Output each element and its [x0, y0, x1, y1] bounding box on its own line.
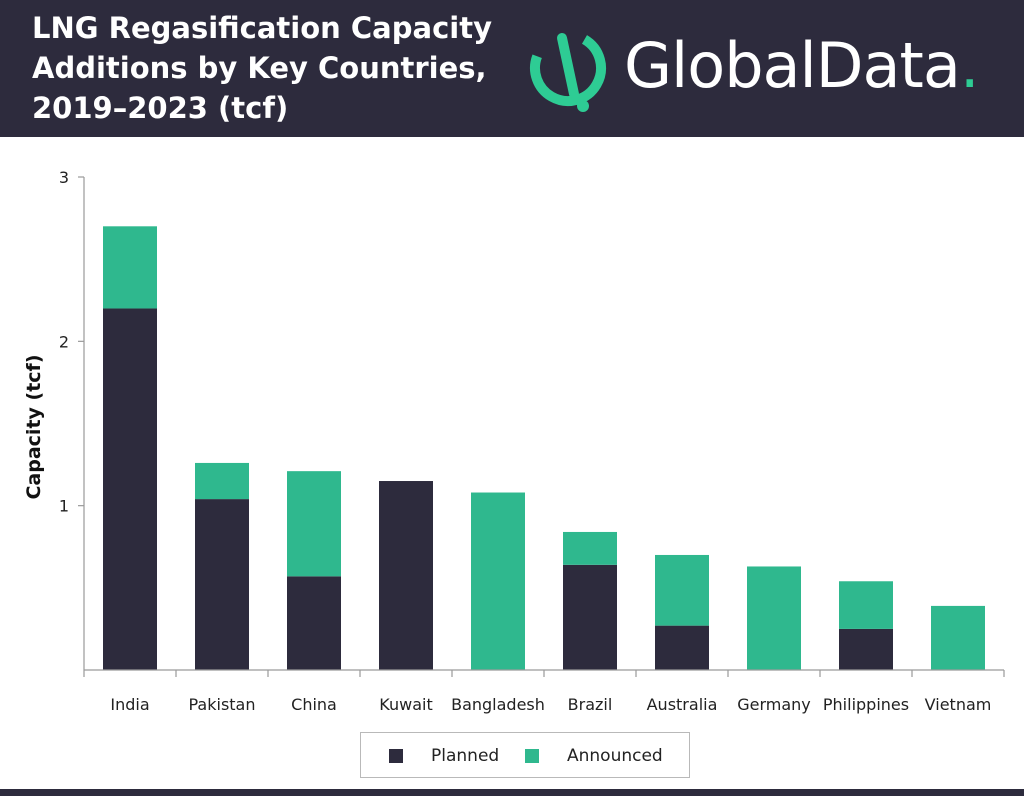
brand-dot: .	[959, 29, 980, 102]
y-tick-label: 1	[59, 497, 69, 516]
bar-announced-australia	[655, 554, 709, 626]
x-tick-label: Kuwait	[379, 695, 432, 714]
chart-title: LNG Regasification Capacity Additions by…	[32, 11, 492, 125]
bar-planned-kuwait	[379, 481, 433, 670]
legend-swatch-announced	[525, 749, 539, 763]
bar-planned-australia	[655, 625, 709, 670]
legend-item-planned: Planned	[389, 745, 499, 767]
x-tick-label: Germany	[737, 695, 811, 714]
bar-announced-india	[103, 226, 157, 309]
y-axis-label: Capacity (tcf)	[23, 354, 45, 499]
x-tick-label: India	[110, 695, 149, 714]
bar-planned-pakistan	[195, 499, 249, 670]
x-tick-label: Vietnam	[925, 695, 992, 714]
bar-planned-philippines	[839, 628, 893, 670]
bar-chart: Capacity (tcf) 1 2 3 India Pakistan China Kuwa…	[23, 168, 1005, 714]
bar-planned-brazil	[563, 564, 617, 670]
footer-bar	[0, 789, 1024, 796]
bar-announced-bangladesh	[471, 492, 525, 670]
x-tick-label: Brazil	[568, 695, 613, 714]
x-tick-label: Philippines	[823, 695, 909, 714]
x-tick-label: Australia	[647, 695, 718, 714]
bar-announced-germany	[747, 566, 801, 670]
bar-announced-brazil	[563, 531, 617, 565]
legend-label-announced: Announced	[567, 746, 663, 766]
bar-planned-india	[103, 308, 157, 670]
globaldata-logo-icon	[530, 30, 606, 112]
logo-wordmark: GlobalData.	[624, 26, 980, 106]
legend-label-planned: Planned	[431, 746, 500, 766]
legend-swatch-planned	[389, 749, 403, 763]
ticks-group: 1 2 3 India Pakistan China Kuwait Bangladesh Bra…	[59, 168, 1005, 714]
y-tick-label: 2	[59, 332, 69, 351]
bar-announced-philippines	[839, 581, 893, 629]
bar-announced-pakistan	[195, 462, 249, 500]
legend-item-announced: Announced	[525, 745, 663, 767]
x-tick-label: Pakistan	[189, 695, 256, 714]
y-tick-label: 3	[59, 168, 69, 187]
legend: Planned Announced	[360, 732, 690, 778]
x-tick-label: Bangladesh	[451, 695, 545, 714]
bar-announced-vietnam	[931, 605, 985, 670]
globaldata-logo: GlobalData.	[528, 18, 1008, 118]
header-banner: LNG Regasification Capacity Additions by…	[0, 0, 1024, 137]
bar-planned-china	[287, 576, 341, 670]
bar-announced-china	[287, 471, 341, 577]
brand-name: GlobalData	[624, 29, 961, 102]
bars-group	[103, 226, 985, 670]
x-tick-label: China	[291, 695, 337, 714]
